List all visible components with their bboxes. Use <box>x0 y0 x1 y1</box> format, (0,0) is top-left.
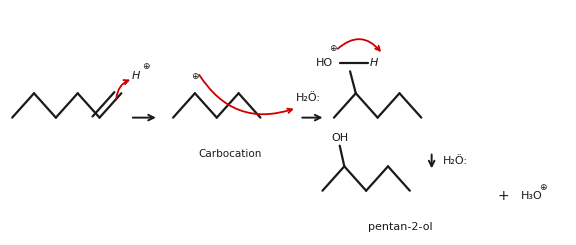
Text: ⊕: ⊕ <box>142 62 150 71</box>
Text: ⊕: ⊕ <box>329 44 336 53</box>
Text: H: H <box>370 58 378 68</box>
Text: pentan-2-ol: pentan-2-ol <box>367 222 433 232</box>
Text: ⊕: ⊕ <box>539 183 546 192</box>
Text: H₃O: H₃O <box>521 191 543 201</box>
Text: H₂Ö:: H₂Ö: <box>443 157 468 167</box>
Text: ⊕: ⊕ <box>191 72 199 81</box>
Text: OH: OH <box>331 133 348 143</box>
Text: H: H <box>131 71 140 81</box>
Text: H₂Ö:: H₂Ö: <box>295 93 321 103</box>
Text: Carbocation: Carbocation <box>199 149 262 159</box>
Text: HO: HO <box>316 58 333 68</box>
Text: +: + <box>498 189 509 203</box>
